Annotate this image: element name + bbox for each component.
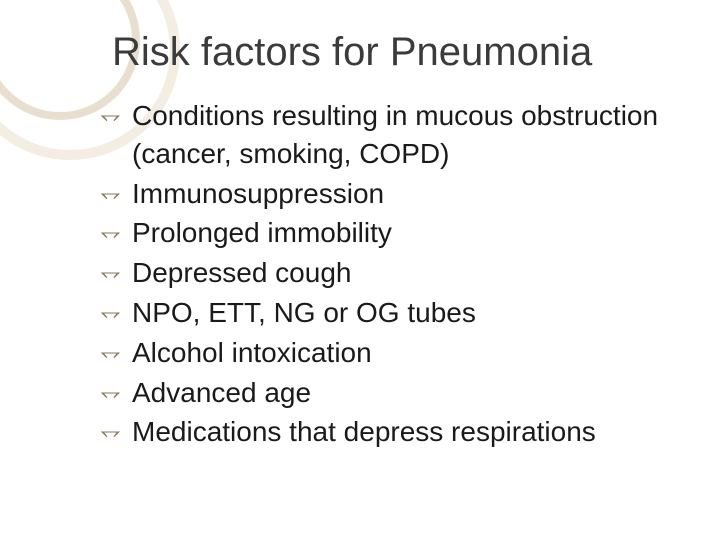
bullet-text: Alcohol intoxication [132, 337, 372, 368]
bullet-icon: ⥐ [100, 294, 121, 329]
bullet-list: ⥐ Conditions resulting in mucous obstruc… [100, 97, 680, 451]
bullet-icon: ⥐ [100, 175, 121, 210]
bullet-text: Conditions resulting in mucous obstructi… [132, 100, 658, 169]
list-item: ⥐ Alcohol intoxication [100, 334, 680, 372]
bullet-icon: ⥐ [100, 334, 121, 369]
bullet-icon: ⥐ [100, 413, 121, 448]
bullet-icon: ⥐ [100, 374, 121, 409]
list-item: ⥐ Immunosuppression [100, 175, 680, 213]
bullet-icon: ⥐ [100, 254, 121, 289]
list-item: ⥐ Prolonged immobility [100, 214, 680, 252]
bullet-icon: ⥐ [100, 97, 121, 132]
list-item: ⥐ Advanced age [100, 374, 680, 412]
list-item: ⥐ Conditions resulting in mucous obstruc… [100, 97, 680, 173]
bullet-text: Prolonged immobility [132, 217, 392, 248]
list-item: ⥐ NPO, ETT, NG or OG tubes [100, 294, 680, 332]
bullet-text: Advanced age [132, 377, 311, 408]
bullet-text: Medications that depress respirations [132, 416, 596, 447]
bullet-text: NPO, ETT, NG or OG tubes [132, 297, 476, 328]
bullet-icon: ⥐ [100, 214, 121, 249]
bullet-text: Depressed cough [132, 257, 351, 288]
list-item: ⥐ Depressed cough [100, 254, 680, 292]
bullet-text: Immunosuppression [132, 178, 384, 209]
slide-title: Risk factors for Pneumonia [112, 30, 680, 75]
slide-container: Risk factors for Pneumonia ⥐ Conditions … [0, 0, 720, 540]
list-item: ⥐ Medications that depress respirations [100, 413, 680, 451]
